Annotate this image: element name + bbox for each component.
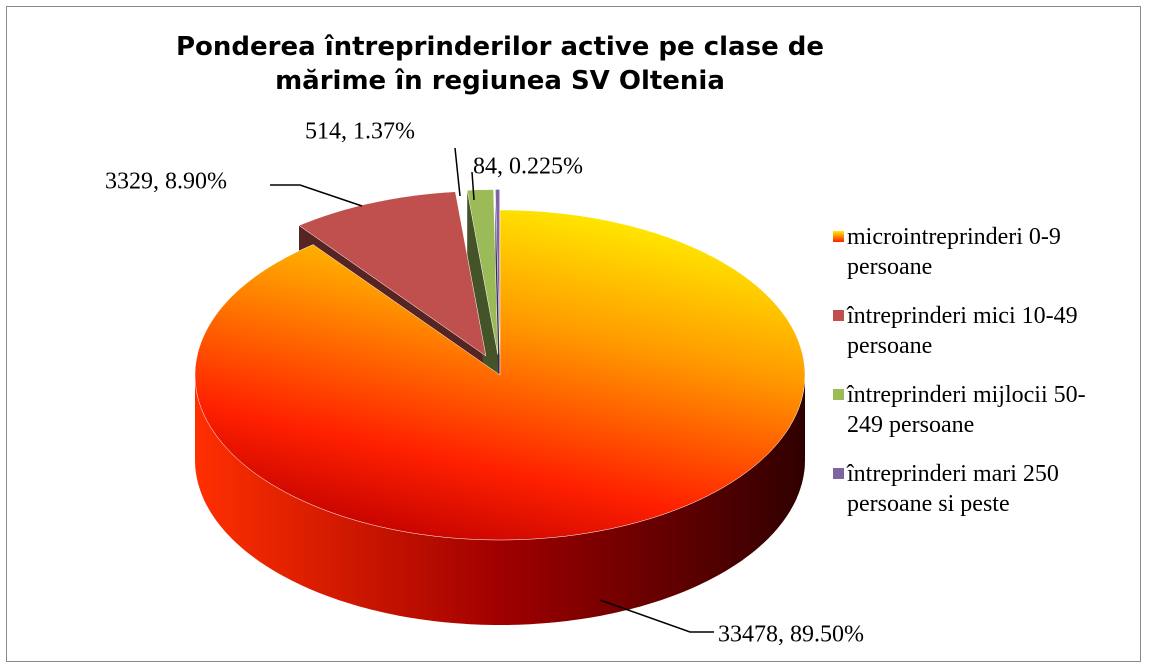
legend-swatch	[833, 231, 844, 242]
leader-line	[471, 171, 475, 201]
legend-label: microintreprinderi 0-9 persoane	[847, 224, 1061, 280]
data-label: 514, 1.37%	[305, 119, 415, 145]
leader-line	[454, 147, 461, 197]
legend-item: întreprinderi mijlocii 50-249 persoane	[833, 380, 1107, 440]
chart-title: Ponderea întreprinderilor active pe clas…	[175, 32, 825, 96]
slice	[495, 189, 500, 355]
legend-item: întreprinderi mici 10-49 persoane	[833, 301, 1107, 361]
leader-line	[270, 184, 363, 207]
slice	[194, 209, 806, 541]
data-label: 33478, 89.50%	[718, 622, 864, 648]
legend-swatch	[833, 310, 844, 321]
slice	[298, 191, 487, 357]
legend-label: întreprinderi mari 250 persoane si peste	[847, 461, 1059, 517]
data-label: 84, 0.225%	[473, 154, 583, 180]
leader-line	[599, 599, 714, 633]
legend-label: întreprinderi mici 10-49 persoane	[847, 303, 1078, 359]
legend-swatch	[833, 389, 844, 400]
legend-swatch	[833, 468, 844, 479]
legend-item: întreprinderi mari 250 persoane si peste	[833, 459, 1107, 519]
slice	[466, 189, 499, 355]
data-label: 3329, 8.90%	[105, 169, 227, 195]
legend-item: microintreprinderi 0-9 persoane	[833, 222, 1107, 282]
slice-wall	[195, 375, 805, 625]
legend-label: întreprinderi mijlocii 50-249 persoane	[847, 382, 1086, 438]
legend: microintreprinderi 0-9 persoane întreprin…	[833, 222, 1143, 538]
chart-frame	[6, 6, 1141, 662]
